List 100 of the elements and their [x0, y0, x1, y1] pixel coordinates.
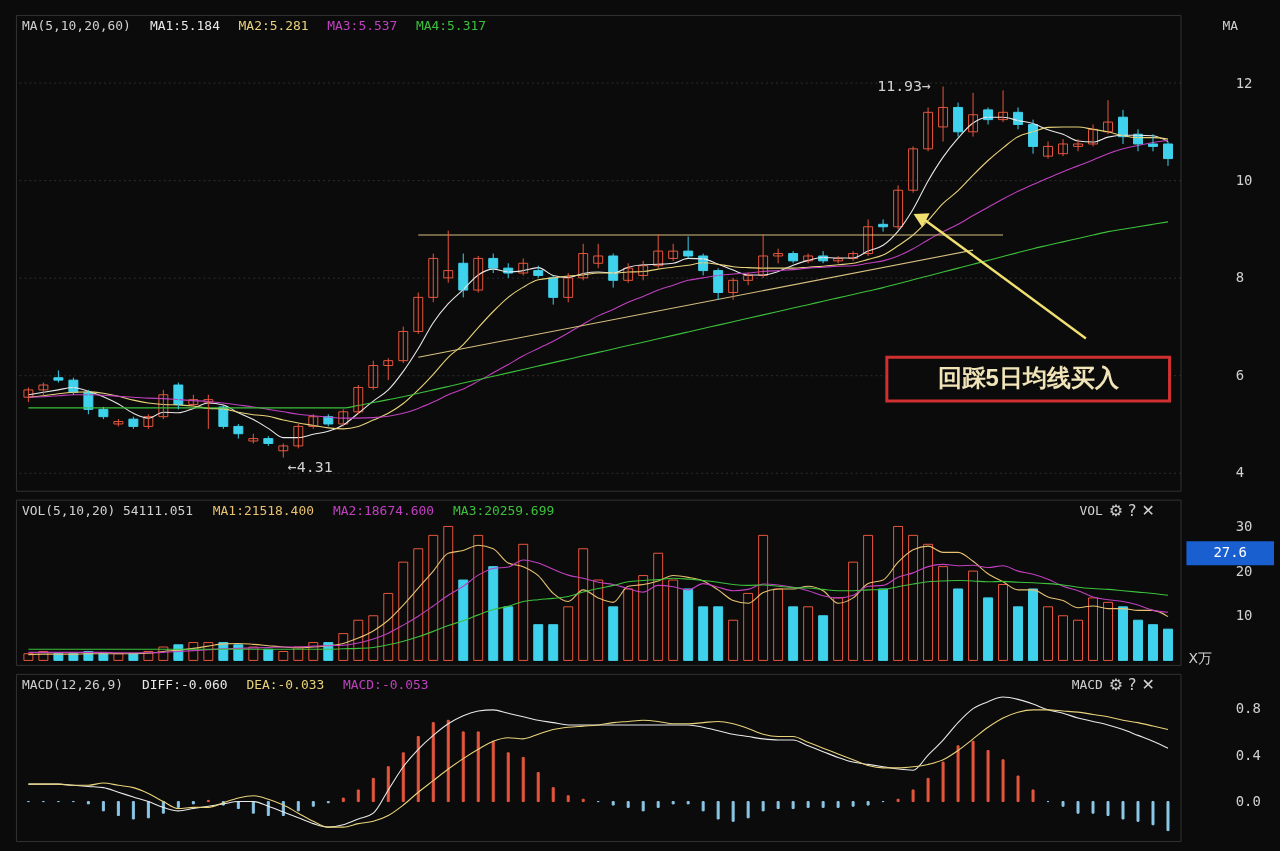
bar: [368, 615, 379, 661]
bar: [518, 543, 529, 661]
y-axis-title: X万: [1188, 649, 1212, 666]
bar: [683, 588, 694, 661]
candlestick: [923, 106, 934, 152]
candlestick: [488, 253, 499, 274]
y-tick-label: 8: [1235, 269, 1245, 286]
bar: [383, 592, 394, 661]
bar: [848, 561, 859, 661]
candlestick: [893, 184, 904, 230]
candlestick: [623, 262, 634, 284]
candlestick: [743, 272, 754, 286]
bar: [953, 588, 964, 661]
text: 27.6: [1213, 544, 1247, 561]
bar: [128, 653, 139, 661]
bar: [98, 653, 109, 661]
bar: [263, 648, 274, 661]
bar: [308, 642, 319, 661]
bar: [908, 534, 919, 661]
candlestick: [203, 394, 214, 430]
candlestick: [278, 442, 289, 459]
bar: [578, 548, 589, 661]
bar: [728, 619, 739, 661]
bar: [593, 579, 604, 661]
candlestick: [53, 369, 64, 384]
bar: [443, 525, 454, 661]
candlestick: [578, 243, 589, 281]
bar: [158, 646, 169, 661]
text: DIFF:-0.060: [142, 676, 228, 692]
candlestick: [758, 233, 769, 279]
candlestick: [143, 413, 154, 430]
bar: [758, 534, 769, 661]
bar: [413, 548, 424, 661]
annotation: VOL: [1079, 502, 1104, 518]
bar: [563, 606, 574, 661]
text: MA3:5.537: [327, 17, 398, 33]
candlestick: [293, 423, 304, 449]
annotation: ⚙ ? ✕: [1108, 500, 1155, 520]
bar: [968, 570, 979, 661]
bar: [743, 592, 754, 661]
candlestick: [428, 253, 439, 303]
candlestick: [443, 230, 454, 284]
candlestick: [1073, 138, 1083, 152]
bar: [23, 653, 34, 661]
text: MA1:21518.400: [212, 502, 314, 518]
bar: [923, 543, 934, 661]
bar: [833, 597, 844, 661]
bar: [1163, 628, 1173, 661]
text: MA2:18674.600: [332, 502, 435, 518]
y-tick-label: 30: [1235, 517, 1253, 534]
bar: [143, 650, 154, 661]
bar: [1028, 588, 1039, 661]
bar: [836, 801, 840, 808]
text: MA2:5.281: [238, 17, 309, 33]
bar: [1043, 606, 1054, 661]
y-tick-label: 6: [1235, 366, 1245, 383]
bar: [548, 624, 559, 661]
candlestick: [638, 260, 649, 281]
bar: [1133, 619, 1143, 661]
chart-title: VOL(5,10,20) 54111.051: [21, 502, 194, 518]
y-tick-label: 0.4: [1235, 746, 1261, 763]
text: MA: [1222, 17, 1239, 33]
bar: [428, 534, 439, 661]
annotation: 回踩5日均线买入: [937, 364, 1120, 392]
candlestick: [368, 360, 379, 391]
y-tick-label: 0.0: [1235, 793, 1261, 810]
bar: [863, 534, 874, 661]
bar: [623, 588, 634, 661]
bar: [338, 633, 349, 661]
candlestick: [23, 386, 34, 403]
line-series: [27, 544, 1169, 656]
candlestick: [518, 257, 529, 276]
bar: [458, 579, 469, 661]
candlestick: [668, 243, 679, 262]
bar: [1148, 624, 1158, 661]
bar: [878, 588, 889, 661]
bar: [248, 646, 259, 661]
annotation: MACD: [1071, 676, 1103, 692]
annotation: ←4.31: [287, 457, 333, 476]
candlestick: [593, 243, 604, 269]
bar: [698, 606, 709, 661]
bar: [788, 606, 799, 661]
annotation: MACD:-0.053: [342, 676, 429, 692]
candlestick: [308, 413, 319, 430]
candlestick: [863, 218, 874, 257]
candlestick: [248, 433, 259, 444]
candlestick: [683, 236, 694, 259]
bar: [803, 606, 814, 661]
bar: [1058, 615, 1069, 661]
text: DEA:-0.033: [246, 676, 325, 692]
bar: [473, 534, 484, 661]
line-series: [27, 559, 1169, 654]
bar: [353, 619, 364, 661]
bar: [893, 525, 904, 661]
candlestick: [383, 357, 394, 381]
candlestick: [728, 277, 739, 301]
bar: [416, 736, 420, 803]
y-tick-label: 20: [1235, 562, 1253, 579]
candlestick: [1088, 123, 1098, 147]
bar: [488, 566, 499, 661]
